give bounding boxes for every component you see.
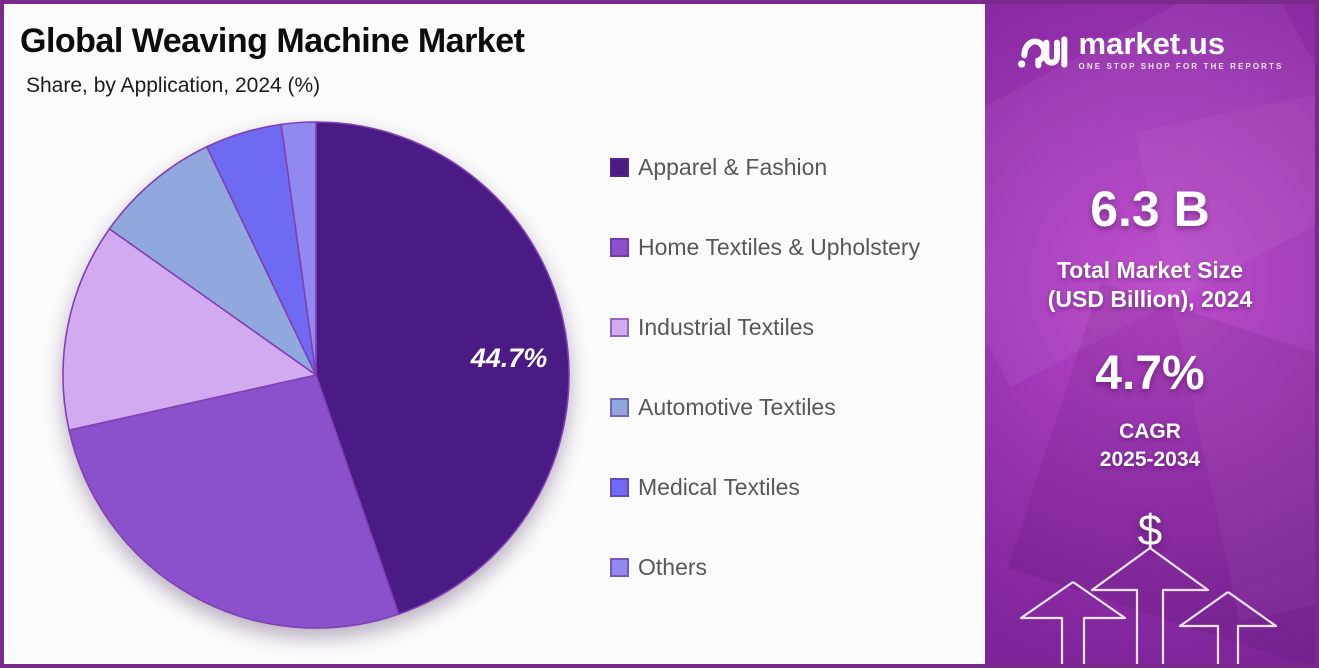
legend-label: Home Textiles & Upholstery <box>638 234 921 260</box>
market-size-label: Total Market Size (USD Billion), 2024 <box>1047 257 1253 312</box>
chart-title: Global Weaving Machine Market <box>20 22 525 60</box>
legend-label: Industrial Textiles <box>638 314 814 340</box>
brand-sidebar: market.us ONE STOP SHOP FOR THE REPORTS … <box>985 4 1315 664</box>
legend-swatch <box>610 158 629 177</box>
pie-slice-automotive-textiles <box>108 145 317 376</box>
legend-item: Apparel & Fashion <box>610 154 920 181</box>
cagr-label: CAGR 2025-2034 <box>1099 420 1201 471</box>
pie-slice-home-textiles-upholstery <box>68 374 400 629</box>
legend-item: Industrial Textiles <box>610 314 920 341</box>
legend-item: Home Textiles & Upholstery <box>610 234 920 261</box>
legend-swatch <box>610 238 629 257</box>
legend-label: Medical Textiles <box>638 474 800 500</box>
legend-label: Others <box>638 554 708 580</box>
legend-item: Automotive Textiles <box>610 394 920 421</box>
market-size-value: 6.3 B <box>1090 181 1210 237</box>
brand-tagline: ONE STOP SHOP FOR THE REPORTS <box>1078 62 1284 71</box>
legend-item: Others <box>610 554 920 581</box>
pie-slice-others <box>280 121 317 376</box>
legend-label: Automotive Textiles <box>638 394 836 420</box>
pie-chart: 44.7% <box>56 115 576 635</box>
dollar-icon: $ <box>1137 506 1163 555</box>
growth-arrows-icon <box>1019 547 1278 664</box>
chart-panel: Global Weaving Machine Market Share, by … <box>4 4 985 664</box>
pie-slice-industrial-textiles <box>62 228 317 431</box>
legend-swatch <box>610 398 629 417</box>
cagr-value: 4.7% <box>1095 347 1205 400</box>
pie-value-label: 44.7% <box>470 343 548 373</box>
chart-legend: Apparel & Fashion Home Textiles & Upholst… <box>610 154 920 581</box>
legend-swatch <box>610 318 629 337</box>
legend-item: Medical Textiles <box>610 474 920 501</box>
pie-chart-svg: 44.7% <box>62 121 570 629</box>
legend-swatch <box>610 478 629 497</box>
legend-label: Apparel & Fashion <box>638 154 828 180</box>
legend-swatch <box>610 558 629 577</box>
brand-logo-icon <box>1017 36 1067 69</box>
brand-logo: market.us ONE STOP SHOP FOR THE REPORTS <box>985 28 1315 72</box>
brand-name: market.us <box>1078 26 1225 61</box>
chart-subtitle: Share, by Application, 2024 (%) <box>26 74 321 97</box>
pie-slice-apparel-fashion <box>315 121 570 615</box>
